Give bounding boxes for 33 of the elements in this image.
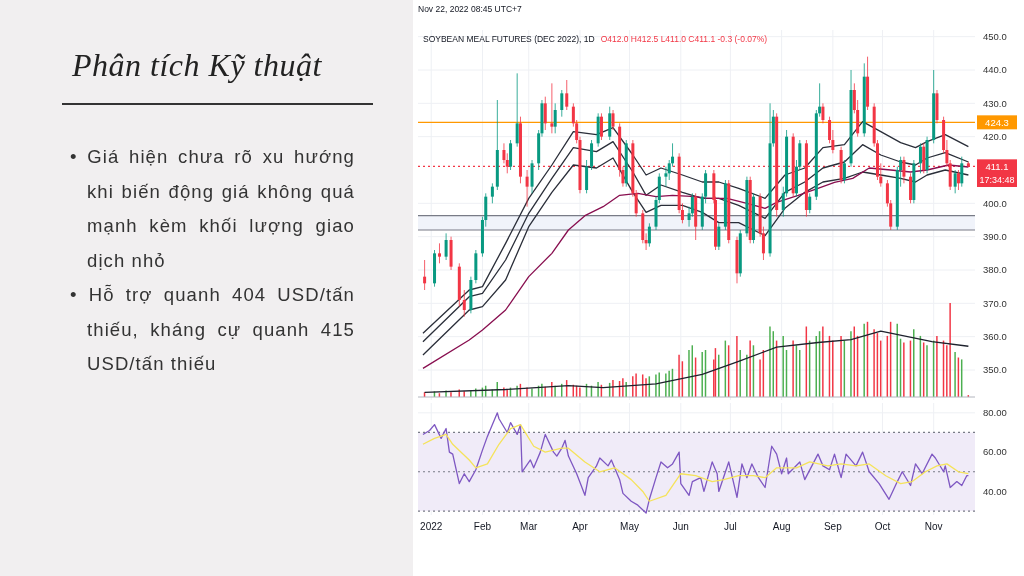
x-tick-label: Mar (520, 521, 539, 533)
y-tick-label: 40.00 (983, 485, 1007, 497)
y-tick-label: 390.0 (983, 231, 1007, 243)
x-tick-label: Oct (874, 521, 891, 533)
text: O412.0 H412.5 L411.0 C411.1 -0.3 (-0.07%) (600, 34, 768, 44)
y-tick-label: 350.0 (983, 364, 1007, 376)
y-tick-label: 450.0 (983, 31, 1007, 43)
y-tick-label: 60.00 (983, 446, 1007, 458)
text: SOYBEAN MEAL FUTURES (DEC 2022), 1D (423, 34, 595, 44)
ref-line-label: 411.1 (985, 160, 1009, 172)
text: • Giá hiện chưa rõ xu hướng khi biến động giá không quá mạnh kèm khối lượng giao dịch nhỏ (70, 145, 355, 273)
x-tick-label: Nov (924, 521, 943, 533)
text: Phân tích Kỹ thuật (72, 47, 322, 84)
x-tick-label: Feb (473, 521, 492, 533)
annotation: 17:34:48 (977, 173, 1017, 188)
y-tick-label: 420.0 (983, 131, 1007, 143)
x-tick-label: Aug (772, 521, 791, 533)
x-tick-label: May (620, 521, 640, 533)
text: Nov 22, 2022 08:45 UTC+7 (418, 4, 522, 14)
x-tick-label: 2022 (420, 521, 443, 533)
y-tick-label: 440.0 (983, 64, 1007, 76)
y-tick-label: 430.0 (983, 97, 1007, 109)
ref-line-label: 424.3 (985, 116, 1009, 128)
text: • Hỗ trợ quanh 404 USD/tấn thiếu, kháng cự quanh 415 USD/tấn thiếu (70, 283, 355, 376)
y-tick-label: 370.0 (983, 297, 1007, 309)
y-tick-label: 380.0 (983, 264, 1007, 276)
y-tick-label: 360.0 (983, 331, 1007, 343)
x-tick-label: Sep (823, 521, 843, 533)
x-tick-label: Apr (572, 521, 589, 533)
x-tick-label: Jun (672, 521, 689, 533)
x-tick-label: Jul (723, 521, 737, 533)
y-tick-label: 400.0 (983, 197, 1007, 209)
y-tick-label: 80.00 (983, 407, 1007, 419)
